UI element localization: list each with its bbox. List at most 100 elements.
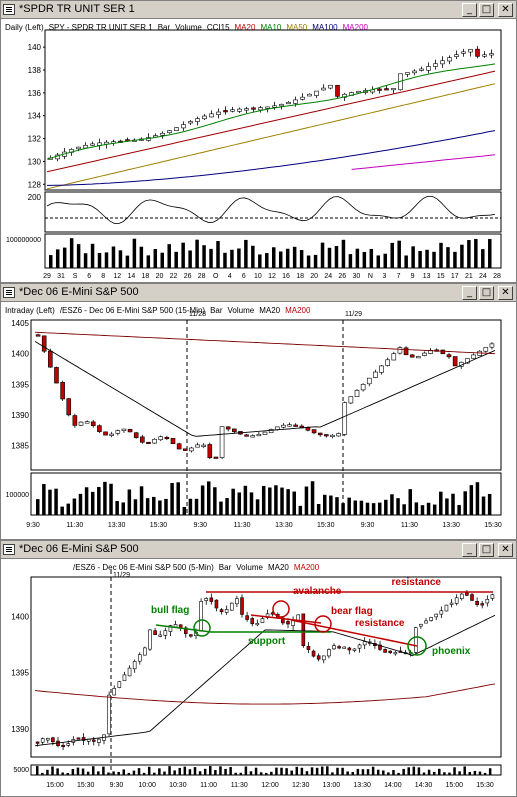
volume-bar [125, 255, 130, 268]
title-bar[interactable]: *Dec 06 E-Mini S&P 500 _ □ ✕ [1, 284, 516, 302]
daily-candle [286, 101, 291, 105]
volume-bar [200, 485, 205, 515]
daily-candle [293, 99, 298, 104]
intraday-candle [262, 431, 268, 435]
volume-bar [132, 238, 137, 268]
volume-bar [346, 771, 349, 775]
intraday-candle [127, 429, 133, 433]
volume-bar [219, 501, 223, 515]
intraday-candle [232, 428, 237, 433]
intraday-candle [434, 613, 439, 618]
volume-bar [167, 244, 171, 268]
intraday-candle [219, 609, 224, 613]
date-label: 20 [310, 273, 318, 280]
window-menu-icon[interactable] [3, 4, 15, 15]
close-button[interactable]: ✕ [498, 286, 513, 300]
ma100-line [47, 130, 496, 186]
intraday-candle [84, 421, 90, 424]
volume-bar [261, 485, 266, 515]
volume-bar [224, 768, 227, 775]
window-menu-icon[interactable] [3, 544, 15, 555]
daily-candle [195, 118, 200, 122]
intraday-candle [332, 645, 336, 650]
volume-bar [356, 768, 360, 775]
intraday-candle [424, 620, 428, 624]
price-chart[interactable]: 1400 1395 1390 11/29 resistance bull flag supp… [1, 560, 516, 796]
intraday-candle [465, 358, 470, 364]
volume-bar [285, 768, 288, 775]
volume-bar [42, 484, 46, 515]
daily-candle [167, 130, 172, 134]
volume-bar [469, 485, 474, 515]
maximize-button[interactable]: □ [479, 3, 494, 17]
volume-bar [36, 499, 40, 515]
intraday-candle [255, 623, 260, 626]
header-item: Bar [157, 23, 171, 32]
price-tick-label: 1395 [11, 380, 29, 389]
daily-candle [314, 90, 319, 96]
maximize-button[interactable]: □ [479, 286, 494, 300]
date-label: 6 [87, 273, 91, 280]
price-chart[interactable]: 1405 1400 1395 1390 1385 11/28 11/29 100000 9:30… [1, 303, 516, 539]
daily-candle [391, 88, 396, 91]
minimize-button[interactable]: _ [462, 286, 477, 300]
volume-bar [316, 504, 321, 515]
header-item: Bar [210, 306, 223, 315]
close-button[interactable]: ✕ [498, 543, 513, 557]
intraday-candle [164, 436, 170, 440]
volume-bar [122, 769, 126, 775]
volume-bar [237, 492, 242, 515]
time-label: 9:30 [26, 522, 40, 529]
intraday-candle [471, 354, 476, 359]
volume-bar [270, 771, 273, 775]
intraday-candle [195, 444, 200, 448]
date-label: 9 [411, 273, 415, 280]
intraday-candle [183, 627, 188, 634]
volume-bar [402, 504, 406, 515]
intraday-candle [268, 429, 274, 434]
volume-bar [463, 491, 467, 515]
volume-bar [341, 767, 344, 775]
intraday-candle [140, 436, 145, 443]
date-label: 30 [352, 273, 360, 280]
volume-bar [249, 771, 253, 775]
volume-bar [306, 255, 311, 268]
daily-candle [83, 144, 88, 149]
close-button[interactable]: ✕ [498, 3, 513, 17]
intraday-candle [244, 434, 249, 437]
minimize-button[interactable]: _ [462, 3, 477, 17]
price-panel [30, 576, 502, 758]
date-label: 14 [127, 273, 135, 280]
volume-tick-label: 100000000 [6, 237, 41, 244]
volume-bar [193, 767, 197, 775]
intraday-candle [413, 627, 418, 653]
volume-bar [103, 481, 107, 515]
intraday-candle [470, 594, 474, 601]
intraday-candle [342, 402, 348, 435]
intraday-candle [250, 618, 255, 625]
date-label: 24 [479, 273, 487, 280]
daily-candle [356, 90, 361, 94]
intraday-candle [311, 650, 316, 657]
intraday-candle [115, 430, 121, 434]
volume-bar [384, 499, 388, 515]
volume-bar [139, 246, 144, 268]
volume-bar [206, 481, 211, 515]
intraday-candle [245, 615, 249, 620]
intraday-candle [213, 456, 219, 459]
time-label: 12:00 [261, 782, 279, 789]
title-bar[interactable]: *Dec 06 E-Mini S&P 500 _ □ ✕ [1, 541, 516, 559]
window-menu-icon[interactable] [3, 287, 15, 298]
title-bar[interactable]: *SPDR TR UNIT SER 1 _ □ ✕ [1, 1, 516, 19]
avalanche-label: avalanche [293, 586, 342, 597]
volume-bar [422, 772, 426, 775]
intraday-candle [475, 601, 479, 605]
maximize-button[interactable]: □ [479, 543, 494, 557]
minimize-button[interactable]: _ [462, 543, 477, 557]
time-label: 13:30 [353, 782, 371, 789]
date-label: 7 [397, 273, 401, 280]
price-tick-label: 130 [28, 157, 42, 166]
daily-candle [461, 51, 466, 54]
support-label: support [248, 636, 286, 647]
